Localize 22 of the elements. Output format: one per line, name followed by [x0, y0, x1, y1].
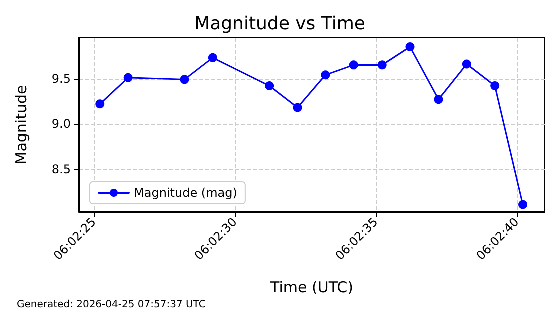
point [378, 60, 387, 70]
x-axis-title: Time (UTC) [270, 278, 354, 296]
point [124, 73, 133, 82]
point [490, 82, 500, 91]
point [518, 200, 528, 210]
y-tick-label: 9.0 [52, 117, 71, 132]
point [321, 70, 330, 80]
point [265, 82, 274, 91]
y-axis-title: Magnitude [12, 85, 30, 165]
point [349, 60, 358, 70]
point [434, 95, 444, 104]
point [462, 60, 472, 69]
point [293, 103, 302, 112]
chart-title: Magnitude vs Time [194, 14, 366, 34]
point [208, 53, 218, 62]
point [406, 42, 415, 52]
point [96, 100, 105, 109]
text: Generated: 2026-04-25 07:57:37 UTC [17, 300, 206, 310]
y-tick-label: 9.5 [52, 72, 71, 86]
legend-label: Magnitude (mag) [134, 186, 238, 200]
y-tick-label: 8.5 [52, 162, 71, 176]
point [180, 75, 190, 84]
